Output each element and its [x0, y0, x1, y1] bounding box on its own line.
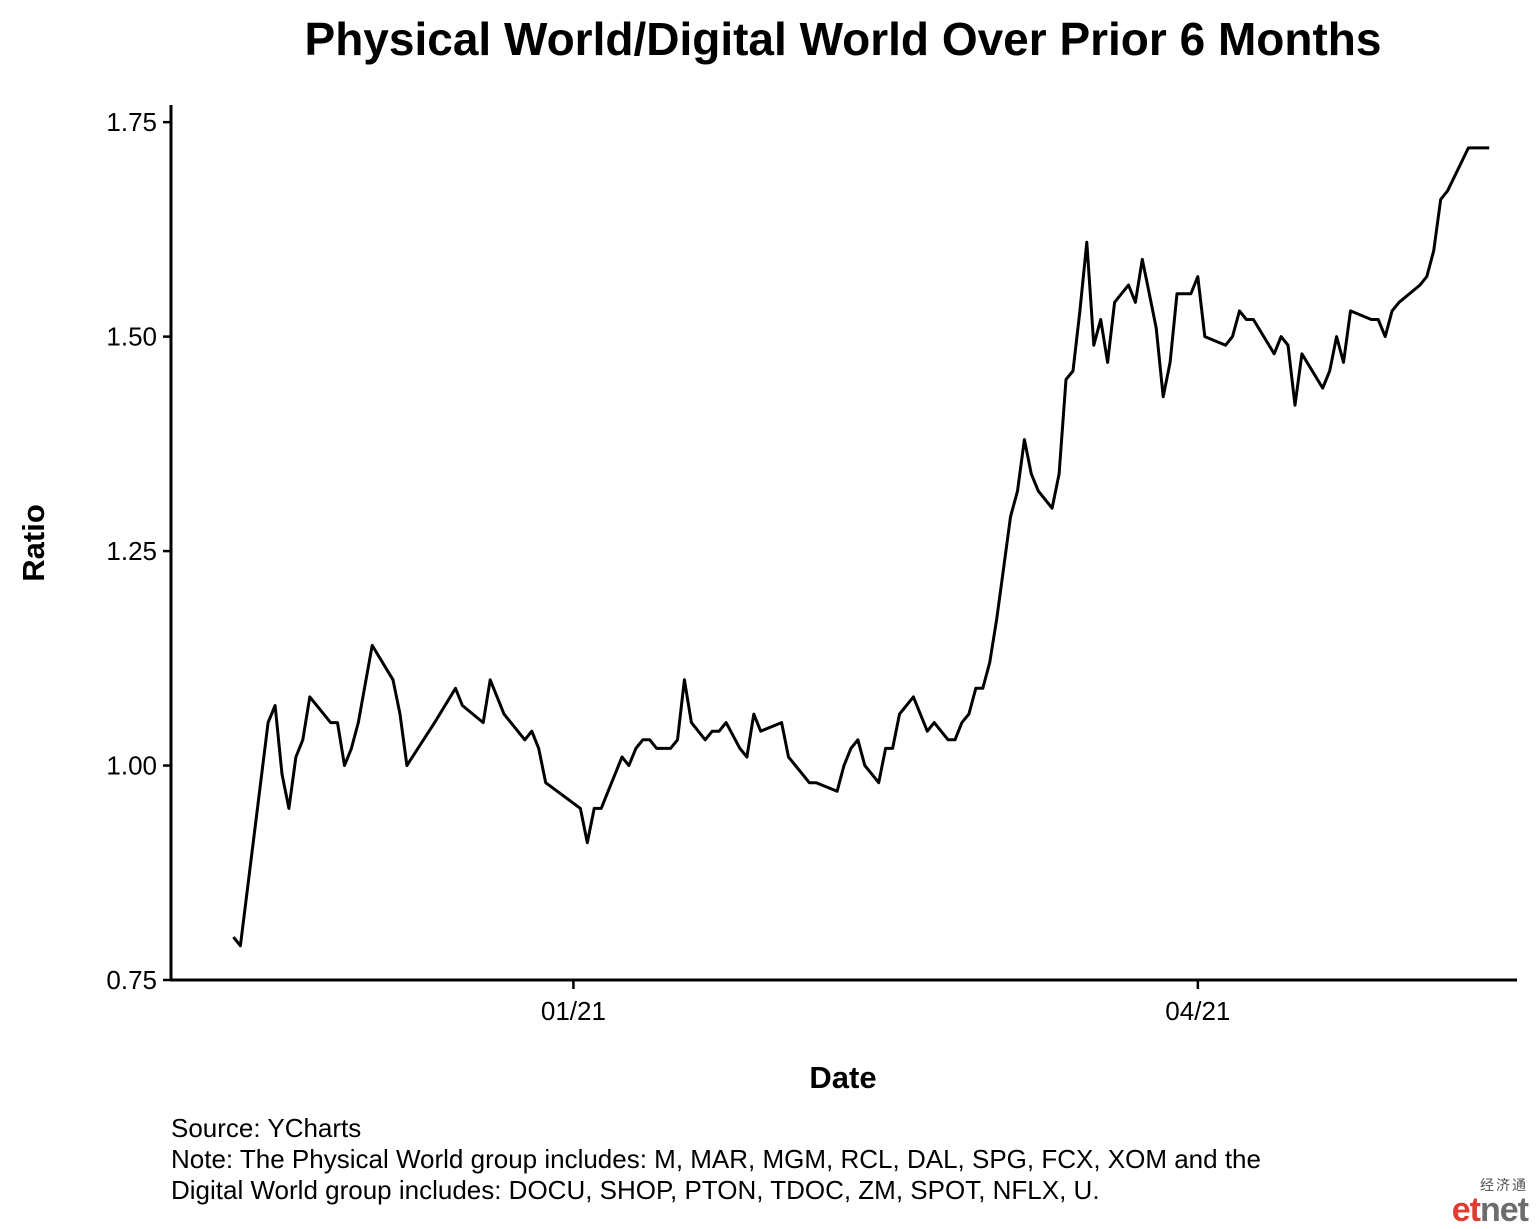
y-ticks: 0.75 1.00 1.25 1.50 1.75: [106, 107, 171, 995]
y-tick-label: 1.50: [106, 322, 157, 352]
y-tick-label: 1.00: [106, 751, 157, 781]
note-text-line-2: Digital World group includes: DOCU, SHOP…: [171, 1175, 1100, 1205]
x-ticks: 01/21 04/21: [541, 980, 1230, 1026]
note-text-line-1: Note: The Physical World group includes:…: [171, 1144, 1261, 1174]
watermark-brand: etnet: [1451, 1191, 1529, 1229]
watermark-chinese-text: 经济通: [1480, 1178, 1528, 1194]
chart-footnotes: Source: YCharts Note: The Physical World…: [171, 1113, 1261, 1206]
etnet-watermark-logo: 经济通 etnet: [1451, 1178, 1529, 1229]
chart-title: Physical World/Digital World Over Prior …: [305, 13, 1382, 65]
plot-area: 0.75 1.00 1.25 1.50 1.75 01/21 04/21: [106, 105, 1517, 1026]
y-axis-title: Ratio: [16, 504, 51, 582]
y-tick-label: 1.75: [106, 107, 157, 137]
watermark-brand-net: net: [1480, 1191, 1529, 1229]
x-axis-title: Date: [809, 1060, 876, 1095]
x-tick-label: 01/21: [541, 996, 606, 1026]
y-tick-label: 0.75: [106, 965, 157, 995]
source-text: Source: YCharts: [171, 1113, 362, 1143]
watermark-brand-et: et: [1451, 1191, 1481, 1229]
x-tick-label: 04/21: [1165, 996, 1230, 1026]
series-line: [232, 146, 1490, 948]
y-tick-label: 1.25: [106, 536, 157, 566]
